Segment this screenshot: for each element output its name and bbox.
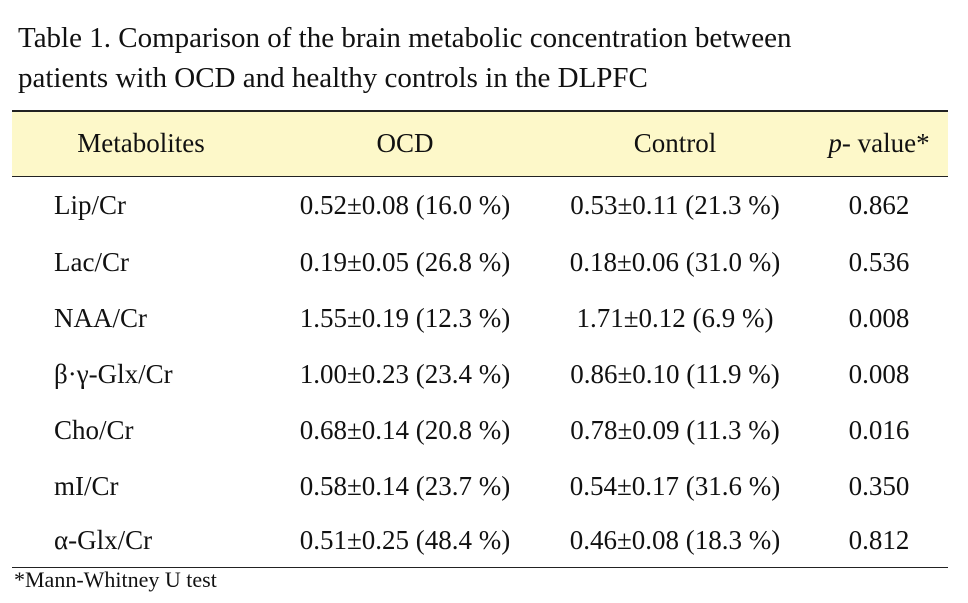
table-cell: β·γ-Glx/Cr <box>54 358 173 389</box>
table-cell: 0.18±0.06 (31.0 %) <box>569 246 781 277</box>
table-cell: 0.53±0.11 (21.3 %) <box>570 189 780 220</box>
header-cell: Metabolites <box>77 128 205 159</box>
header-row: Metabolites OCD Control p- value* <box>12 111 948 176</box>
header-cell: OCD <box>376 128 434 159</box>
table-cell: 1.55±0.19 (12.3 %) <box>299 302 511 333</box>
table-cell: 0.19±0.05 (26.8 %) <box>299 246 511 277</box>
table-title: Table 1. Comparison of the brain metabol… <box>18 18 791 98</box>
footnote: *Mann-Whitney U test <box>14 567 217 592</box>
table-cell: Lac/Cr <box>54 246 129 277</box>
table-cell: 0.51±0.25 (48.4 %) <box>299 524 511 555</box>
table-cell: 0.52±0.08 (16.0 %) <box>299 189 511 220</box>
table-cell: 0.78±0.09 (11.3 %) <box>570 414 780 445</box>
table-cell: α-Glx/Cr <box>54 524 153 555</box>
table-body: Lip/Cr 0.52±0.08 (16.0 %) 0.53±0.11 (21.3 … <box>12 176 948 567</box>
header-cell: p- value* <box>810 111 948 176</box>
header-cell: Control <box>633 128 717 159</box>
table-row: Lac/Cr 0.19±0.05 (26.8 %) 0.18±0.06 (31.0 … <box>12 234 948 290</box>
table-cell: 0.68±0.14 (20.8 %) <box>299 414 511 445</box>
data-table: Metabolites OCD Control p- value* Lip/Cr… <box>12 110 948 568</box>
table-row: β·γ-Glx/Cr 1.00±0.23 (23.4 %) 0.86±0.10 (1… <box>12 346 948 402</box>
table-cell: NAA/Cr <box>54 302 147 333</box>
table-cell: 0.862 <box>848 189 910 220</box>
table-cell: 0.008 <box>848 358 910 389</box>
table-header: Metabolites OCD Control p- value* <box>12 111 948 176</box>
table-cell: 0.86±0.10 (11.9 %) <box>570 358 780 389</box>
table-cell: 1.00±0.23 (23.4 %) <box>299 358 511 389</box>
table-cell: Cho/Cr <box>54 414 134 445</box>
table-cell: Lip/Cr <box>54 189 126 220</box>
table-cell: mI/Cr <box>54 470 119 501</box>
table-cell: 0.016 <box>848 414 910 445</box>
title-line: patients with OCD and healthy controls i… <box>18 62 648 94</box>
header-italic: p- <box>828 128 851 159</box>
table-cell: 0.008 <box>848 302 910 333</box>
table-cell: 0.350 <box>848 470 910 501</box>
table-row: mI/Cr 0.58±0.14 (23.7 %) 0.54±0.17 (31.6 %… <box>12 458 948 514</box>
table-cell: 1.71±0.12 (6.9 %) <box>576 302 774 333</box>
table-cell: 0.54±0.17 (31.6 %) <box>569 470 781 501</box>
table-cell: 0.58±0.14 (23.7 %) <box>299 470 511 501</box>
table-row: Lip/Cr 0.52±0.08 (16.0 %) 0.53±0.11 (21.3 … <box>12 176 948 234</box>
table-cell: 0.536 <box>848 246 910 277</box>
table-row: α-Glx/Cr 0.51±0.25 (48.4 %) 0.46±0.08 (18.… <box>12 514 948 567</box>
table-cell: 0.46±0.08 (18.3 %) <box>569 524 781 555</box>
table-cell: 0.812 <box>848 524 910 555</box>
table-row: NAA/Cr 1.55±0.19 (12.3 %) 1.71±0.12 (6.9 %… <box>12 290 948 346</box>
title-line: Table 1. Comparison of the brain metabol… <box>18 22 792 54</box>
table-row: Cho/Cr 0.68±0.14 (20.8 %) 0.78±0.09 (11.3 … <box>12 402 948 458</box>
header-text: value* <box>857 128 930 159</box>
